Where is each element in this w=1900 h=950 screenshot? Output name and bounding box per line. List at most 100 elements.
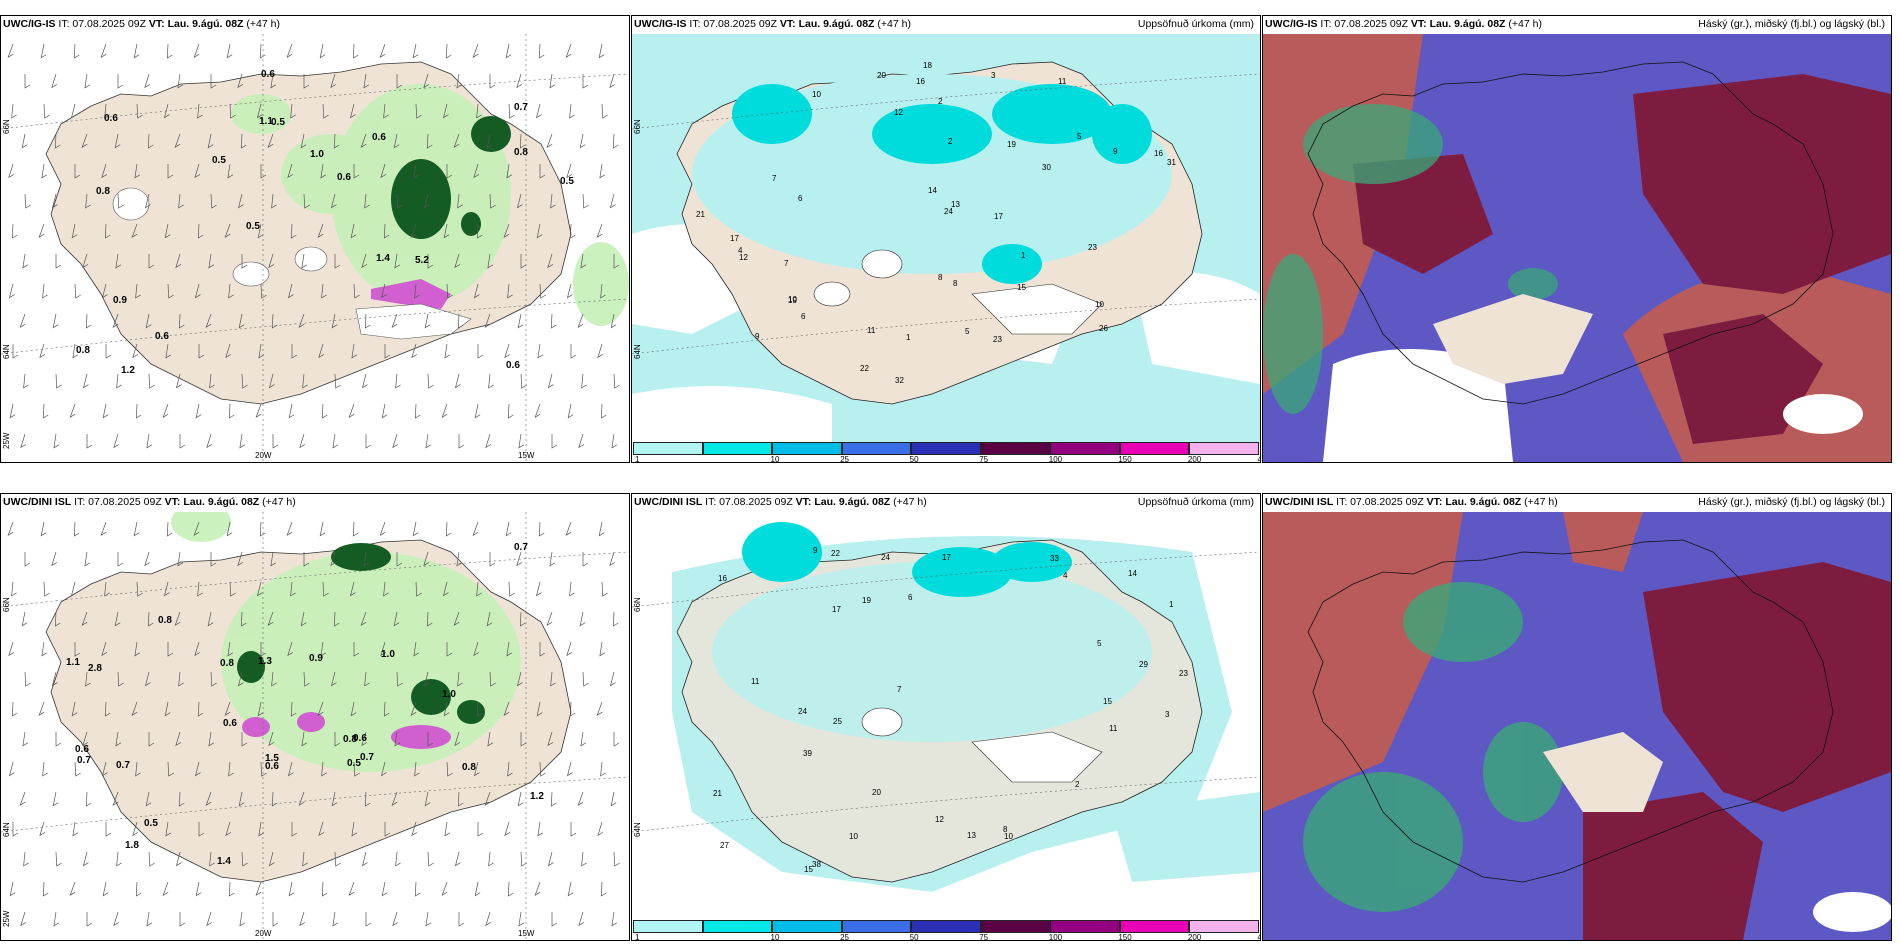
- precip-heavy-areas: [732, 84, 1152, 284]
- wind-barb: [205, 791, 212, 807]
- lat-64-label: 64N: [2, 344, 11, 359]
- wind-barbs: [7, 521, 620, 927]
- colorbar-tick: 25: [840, 933, 850, 941]
- wind-barb: [424, 313, 431, 329]
- wind-barb: [303, 671, 310, 687]
- panel-precip-igis: UWC/IG-IS IT: 07.08.2025 09Z VT: Lau. 9.…: [631, 15, 1261, 463]
- value-label: 1.2: [121, 365, 135, 376]
- wind-barb: [610, 791, 617, 807]
- value-label: 0.6: [337, 172, 351, 183]
- wind-barb: [258, 821, 265, 837]
- land-patch: [1433, 294, 1593, 384]
- value-label: 27: [720, 841, 729, 850]
- wind-barb: [163, 103, 170, 119]
- wind-barb: [411, 821, 418, 837]
- wind-barb: [334, 851, 341, 867]
- wind-barb: [442, 103, 449, 119]
- wind-barb: [321, 881, 328, 897]
- lon-25-label: 25W: [2, 432, 11, 449]
- wind-barb: [506, 641, 513, 657]
- wind-barb: [69, 403, 76, 419]
- wind-barb: [228, 881, 235, 897]
- wind-barb: [547, 851, 554, 867]
- wind-barb: [516, 551, 523, 567]
- value-label: 20: [877, 71, 886, 80]
- wind-barb: [52, 313, 59, 329]
- wind-barb: [55, 732, 62, 747]
- value-label: 0.6: [104, 113, 118, 124]
- value-label: 17: [994, 212, 1003, 221]
- wind-barb: [517, 313, 524, 329]
- wind-barb: [206, 433, 213, 449]
- value-label: 13: [967, 831, 976, 840]
- wind-barb: [290, 581, 296, 597]
- value-label: 2: [1075, 780, 1080, 789]
- wind-barb: [454, 851, 461, 867]
- wind-barb: [535, 581, 542, 597]
- wind-barb: [582, 671, 589, 687]
- wind-barb: [303, 193, 310, 209]
- wind-barb: [547, 253, 554, 269]
- value-label: 7: [784, 259, 789, 268]
- wind-barb: [101, 283, 108, 299]
- wind-barb: [364, 791, 371, 807]
- wind-barb: [144, 193, 151, 209]
- colorbar-swatch: [1119, 442, 1190, 455]
- wind-barb: [569, 581, 575, 597]
- value-label: 22: [860, 364, 869, 373]
- wind-barb: [578, 911, 585, 927]
- init-time: IT: 07.08.2025 09Z: [1320, 18, 1408, 30]
- value-label: 1.0: [442, 689, 456, 700]
- wind-barb: [569, 701, 576, 717]
- value-label: 5: [965, 327, 970, 336]
- wind-barb: [364, 313, 371, 329]
- wind-barb: [597, 821, 604, 837]
- wind-barb: [473, 761, 480, 777]
- wind-barb: [423, 671, 430, 687]
- wind-barb: [446, 164, 453, 179]
- wind-barb: [454, 731, 461, 747]
- wind-barb: [197, 103, 203, 119]
- wind-barb: [411, 343, 418, 359]
- wind-barb: [165, 343, 172, 359]
- wind-barb: [567, 881, 574, 897]
- wind-barb: [286, 43, 293, 59]
- lat-66-label: 66N: [2, 119, 11, 134]
- wind-barb: [582, 193, 589, 209]
- wind-barb: [100, 521, 107, 537]
- wind-barb: [353, 642, 360, 657]
- wind-barb: [396, 552, 403, 567]
- value-label: 0.8: [343, 734, 357, 745]
- value-label: 0.9: [113, 295, 127, 306]
- wind-barb: [104, 701, 111, 717]
- wind-barb: [24, 193, 31, 209]
- cloud-high-areas: [1353, 74, 1891, 444]
- wind-barb: [570, 822, 577, 837]
- wind-barb: [520, 732, 527, 747]
- wind-barb: [518, 911, 525, 927]
- wind-barb: [601, 103, 608, 119]
- wind-barb: [144, 73, 151, 89]
- value-label: 12: [935, 815, 944, 824]
- graticule: [1, 512, 629, 940]
- wind-barb: [612, 133, 619, 149]
- wind-barb: [299, 911, 306, 927]
- wind-barb: [55, 373, 62, 389]
- wind-barb: [485, 433, 492, 449]
- wind-barb: [82, 373, 89, 389]
- wind-barb: [364, 193, 370, 209]
- wind-barb: [520, 851, 527, 867]
- wind-barb: [41, 163, 48, 179]
- wind-barb: [320, 641, 327, 657]
- wind-barb: [330, 193, 337, 209]
- wind-barb: [474, 881, 481, 897]
- wind-barb: [457, 193, 463, 209]
- wind-barb: [317, 223, 324, 239]
- precip-value-labels: 1133382315121322272924251920173916211410…: [713, 546, 1188, 874]
- wind-barb: [547, 731, 554, 747]
- wind-barb: [147, 133, 154, 149]
- colorbar-tick: 400: [1257, 455, 1260, 462]
- wind-barb: [353, 283, 360, 299]
- wind-barb: [303, 552, 310, 567]
- wind-barb: [410, 701, 417, 717]
